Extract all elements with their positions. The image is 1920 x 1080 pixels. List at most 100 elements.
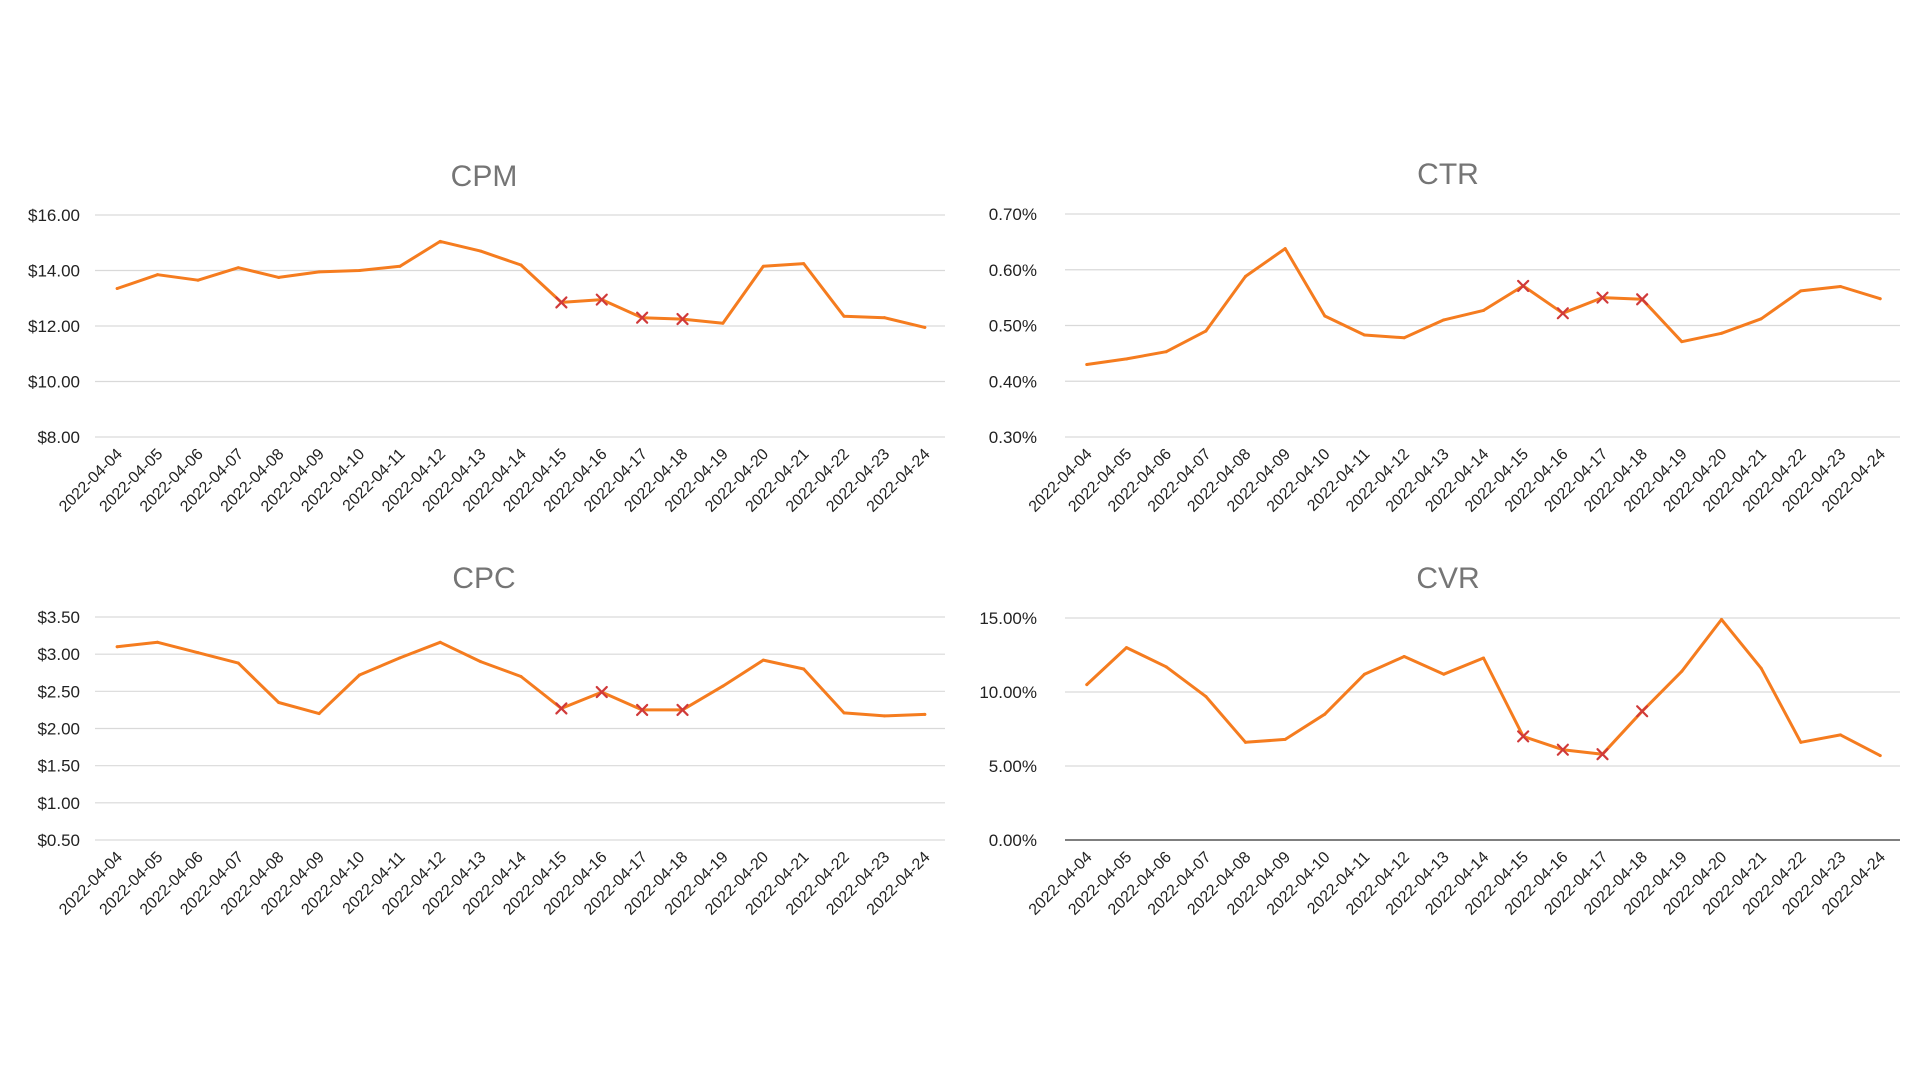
cpc-highlight-marker: [636, 703, 649, 717]
cpc-data-point: [519, 674, 523, 678]
cvr-highlight-marker: [1556, 743, 1569, 756]
cpc-data-point: [277, 700, 281, 704]
cpm-data-point: [196, 278, 200, 282]
cvr-highlight-marker: [1636, 705, 1649, 718]
ctr-data-point: [1204, 329, 1208, 333]
cpc-y-tick-label: $3.00: [37, 645, 80, 664]
cpc-data-point: [923, 712, 927, 716]
cpc-y-tick-label: $3.50: [37, 608, 80, 627]
ctr-highlight-marker: [1636, 293, 1649, 306]
cpc-data-point: [398, 656, 402, 660]
ctr-highlight-marker: [1556, 307, 1569, 320]
cvr-data-point: [1442, 672, 1446, 676]
cpm-y-tick-label: $16.00: [28, 206, 80, 225]
cpm-data-point: [277, 275, 281, 279]
ctr-y-tick-label: 0.40%: [989, 372, 1037, 391]
cpc-data-point: [115, 645, 119, 649]
cpc-series-line: [115, 640, 927, 718]
cpm-data-point: [842, 314, 846, 318]
cpm-data-point: [802, 262, 806, 266]
cpm-data-point: [479, 249, 483, 253]
cvr-chart: CVR0.00%5.00%10.00%15.00%2022-04-042022-…: [979, 562, 1900, 919]
ctr-highlight-marker: [1596, 291, 1609, 304]
cvr-data-point: [1759, 666, 1763, 670]
cpm-y-tick-label: $12.00: [28, 317, 80, 336]
cvr-data-point: [1878, 754, 1882, 758]
ctr-data-point: [1878, 297, 1882, 301]
ctr-y-tick-label: 0.60%: [989, 261, 1037, 280]
cvr-y-tick-label: 5.00%: [989, 757, 1037, 776]
ctr-series-line: [1085, 247, 1882, 366]
cpm-data-point: [236, 266, 240, 270]
cpm-data-point: [761, 264, 765, 268]
ctr-data-point: [1244, 274, 1247, 278]
ctr-data-point: [1085, 363, 1089, 367]
cpm-data-point: [882, 316, 886, 320]
cvr-y-tick-label: 0.00%: [989, 831, 1037, 850]
cpc-data-point: [761, 658, 765, 662]
cpc-data-point: [317, 712, 321, 716]
ctr-highlight-marker: [1517, 279, 1530, 293]
cpm-highlight-marker: [595, 293, 608, 306]
cpc-data-point: [357, 673, 361, 677]
cpm-data-point: [721, 321, 725, 325]
cvr-data-point: [1283, 737, 1287, 741]
cpc-data-point: [842, 711, 846, 715]
cpm-data-point: [115, 287, 119, 291]
cvr-y-tick-label: 10.00%: [979, 683, 1037, 702]
cvr-data-point: [1363, 672, 1366, 676]
cpm-chart: CPM$8.00$10.00$12.00$14.00$16.002022-04-…: [28, 160, 945, 516]
cpm-series-line: [115, 239, 927, 329]
cpc-y-tick-label: $2.50: [37, 682, 80, 701]
cpm-data-point: [156, 273, 160, 277]
ctr-chart-title: CTR: [1417, 158, 1479, 191]
cpm-data-point: [438, 239, 442, 243]
ctr-data-point: [1164, 350, 1168, 354]
cpm-data-point: [357, 269, 361, 272]
ctr-data-point: [1125, 357, 1128, 361]
cvr-highlight-marker: [1517, 730, 1530, 743]
cpc-y-tick-label: $0.50: [37, 831, 80, 850]
cpc-data-point: [721, 684, 725, 688]
cpc-y-tick-label: $2.00: [37, 720, 80, 739]
cpm-highlight-marker: [676, 312, 689, 326]
cvr-data-point: [1244, 740, 1247, 744]
cpm-data-point: [519, 263, 523, 267]
cpc-highlight-marker: [595, 685, 608, 699]
cvr-data-point: [1799, 740, 1803, 744]
cpm-data-point: [398, 264, 402, 268]
cpm-highlight-marker: [636, 311, 649, 324]
cvr-chart-title: CVR: [1416, 562, 1479, 595]
ctr-data-point: [1363, 333, 1366, 337]
cpc-highlight-marker: [555, 702, 568, 715]
cpc-data-point: [156, 640, 160, 644]
cpc-data-point: [236, 661, 240, 665]
ctr-data-point: [1680, 340, 1684, 344]
cpc-data-point: [882, 714, 886, 718]
ctr-data-point: [1402, 336, 1406, 340]
cpc-data-point: [479, 660, 483, 664]
ctr-data-point: [1759, 317, 1763, 321]
cvr-data-point: [1482, 656, 1485, 660]
ctr-data-point: [1720, 331, 1723, 335]
cpc-data-point: [802, 667, 806, 671]
cvr-data-point: [1164, 665, 1168, 669]
ctr-y-tick-label: 0.50%: [989, 317, 1037, 336]
cvr-series-line: [1085, 618, 1882, 758]
cvr-data-point: [1085, 683, 1089, 687]
ctr-data-point: [1482, 308, 1485, 312]
cpc-chart: CPC$0.50$1.00$1.50$2.00$2.50$3.00$3.5020…: [37, 562, 945, 919]
ctr-data-point: [1283, 247, 1287, 251]
cvr-data-point: [1402, 654, 1406, 658]
ctr-data-point: [1799, 289, 1803, 293]
cpm-chart-title: CPM: [451, 160, 518, 193]
ctr-y-tick-label: 0.30%: [989, 428, 1037, 447]
cvr-data-point: [1204, 694, 1208, 698]
cvr-y-tick-label: 15.00%: [979, 609, 1037, 628]
cpc-highlight-marker: [676, 703, 689, 717]
cpc-y-tick-label: $1.50: [37, 757, 80, 776]
cvr-data-point: [1680, 669, 1684, 673]
cvr-data-point: [1125, 646, 1128, 650]
